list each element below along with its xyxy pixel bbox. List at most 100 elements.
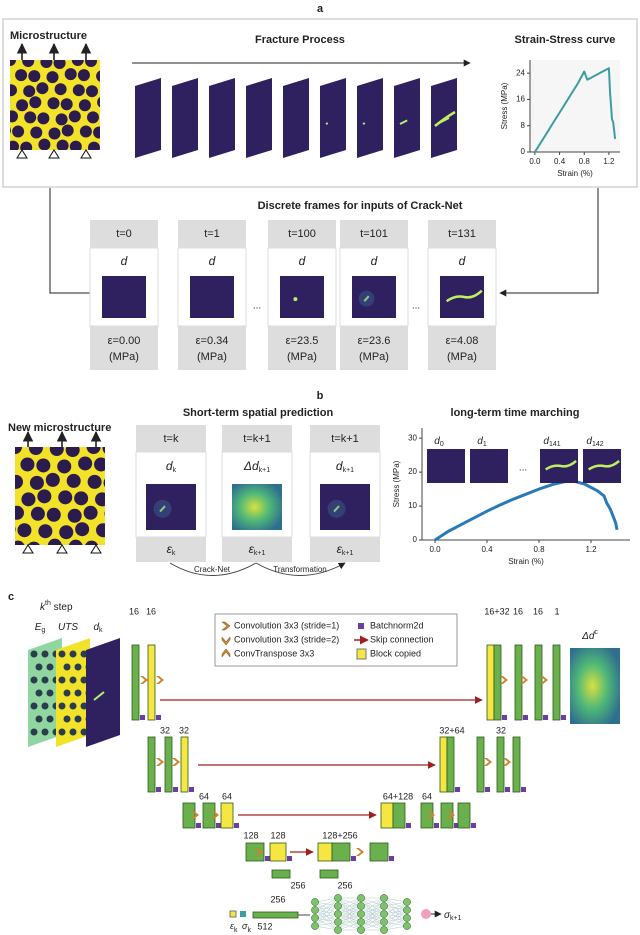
block <box>439 736 448 793</box>
legend-swatch <box>358 623 364 629</box>
frame-unit: (MPa) <box>447 351 477 363</box>
frame <box>283 78 309 158</box>
inclusion <box>15 505 24 520</box>
frame-unit: (MPa) <box>359 351 389 363</box>
support <box>80 149 92 159</box>
y-tick-label: 0 <box>521 147 526 156</box>
inclusion <box>85 540 99 545</box>
step-strain-base: ε <box>167 542 173 556</box>
inclusion <box>15 69 28 82</box>
legend-label: Block copied <box>370 648 421 658</box>
dot <box>58 728 66 736</box>
inclusion <box>46 507 61 522</box>
step-label-sup: th <box>45 600 51 607</box>
frame <box>209 78 235 158</box>
block <box>252 911 299 919</box>
y-tick-label: 8 <box>521 121 526 130</box>
block <box>220 802 234 829</box>
scalar-input-base: ε <box>230 921 235 931</box>
x-tick-label: 1.2 <box>603 157 615 166</box>
step-var: Δdk+1 <box>243 459 270 474</box>
inclusion <box>37 489 52 504</box>
batchnorm <box>455 787 460 792</box>
step-label-rest: step <box>51 602 73 613</box>
inclusion <box>15 526 16 532</box>
inclusion <box>78 99 91 112</box>
fc-edge <box>383 897 408 903</box>
inclusion <box>22 60 35 67</box>
inclusion <box>59 525 74 540</box>
block <box>245 842 265 862</box>
inclusion <box>102 447 105 454</box>
image <box>431 78 457 158</box>
channel-label: 1 <box>554 606 559 616</box>
link-label: Crack-Net <box>194 565 231 574</box>
dot <box>80 728 88 736</box>
frame-face <box>283 78 309 158</box>
field <box>280 276 324 318</box>
crack <box>362 122 366 125</box>
step-strain-base: ε <box>249 542 255 556</box>
inclusion <box>77 69 90 82</box>
legend-label: ConvTranspose 3x3 <box>234 648 314 658</box>
inset-label-base: d <box>477 436 483 447</box>
legend-swatch <box>221 636 231 646</box>
fc-node <box>357 894 365 902</box>
inclusion <box>64 68 77 81</box>
batchnorm <box>485 787 490 792</box>
field <box>102 276 146 318</box>
block <box>476 736 485 793</box>
inclusion <box>72 84 85 97</box>
y-tick-label: 0 <box>413 535 418 544</box>
scalar-output: σk+1 <box>444 910 462 922</box>
inclusion <box>96 523 105 538</box>
inclusion <box>88 141 100 150</box>
block <box>552 644 561 721</box>
fc-edge <box>360 897 385 931</box>
fc-edge <box>314 897 339 911</box>
image <box>209 78 235 158</box>
fc-node <box>334 902 342 910</box>
frame-strain: ε=23.6 <box>358 335 391 347</box>
inclusion <box>79 125 92 138</box>
y-tick-label: 16 <box>516 95 525 104</box>
dot <box>63 689 71 697</box>
support <box>16 149 28 159</box>
block <box>331 842 351 862</box>
title: Strain-Stress curve <box>515 34 616 46</box>
fc-node <box>357 918 365 926</box>
x-tick-label: 1.2 <box>585 545 597 554</box>
inclusion <box>17 523 32 538</box>
frame-face <box>394 78 420 158</box>
fc-edge <box>337 897 362 931</box>
inset-label-sub: 0 <box>440 441 444 448</box>
channel-label: 128 <box>270 830 285 840</box>
inclusion <box>53 60 66 69</box>
conv-arrow <box>255 848 263 856</box>
frame-header <box>428 220 496 248</box>
frame-face <box>320 78 346 158</box>
step-header <box>310 425 380 452</box>
batchnorm <box>505 787 510 792</box>
block <box>392 802 406 829</box>
ellipsis: ... <box>253 301 261 312</box>
fc-edge <box>314 921 339 927</box>
inclusion <box>109 71 121 83</box>
x-tick-label: 0.4 <box>554 157 566 166</box>
dot <box>41 676 49 684</box>
conv-arrow <box>447 811 455 819</box>
inset-label-sub: 1 <box>483 441 487 448</box>
legend-box <box>214 613 458 667</box>
fc-node <box>311 922 319 930</box>
fc-edge <box>314 913 339 927</box>
fc-edge <box>360 905 385 931</box>
block <box>493 644 502 721</box>
dot <box>74 715 82 723</box>
fc-edge <box>360 913 385 931</box>
inclusion <box>83 505 98 520</box>
support <box>90 544 102 554</box>
inset-label-base: d <box>543 436 549 447</box>
block <box>147 644 156 721</box>
inset-label-base: d <box>434 436 440 447</box>
block <box>496 736 505 793</box>
